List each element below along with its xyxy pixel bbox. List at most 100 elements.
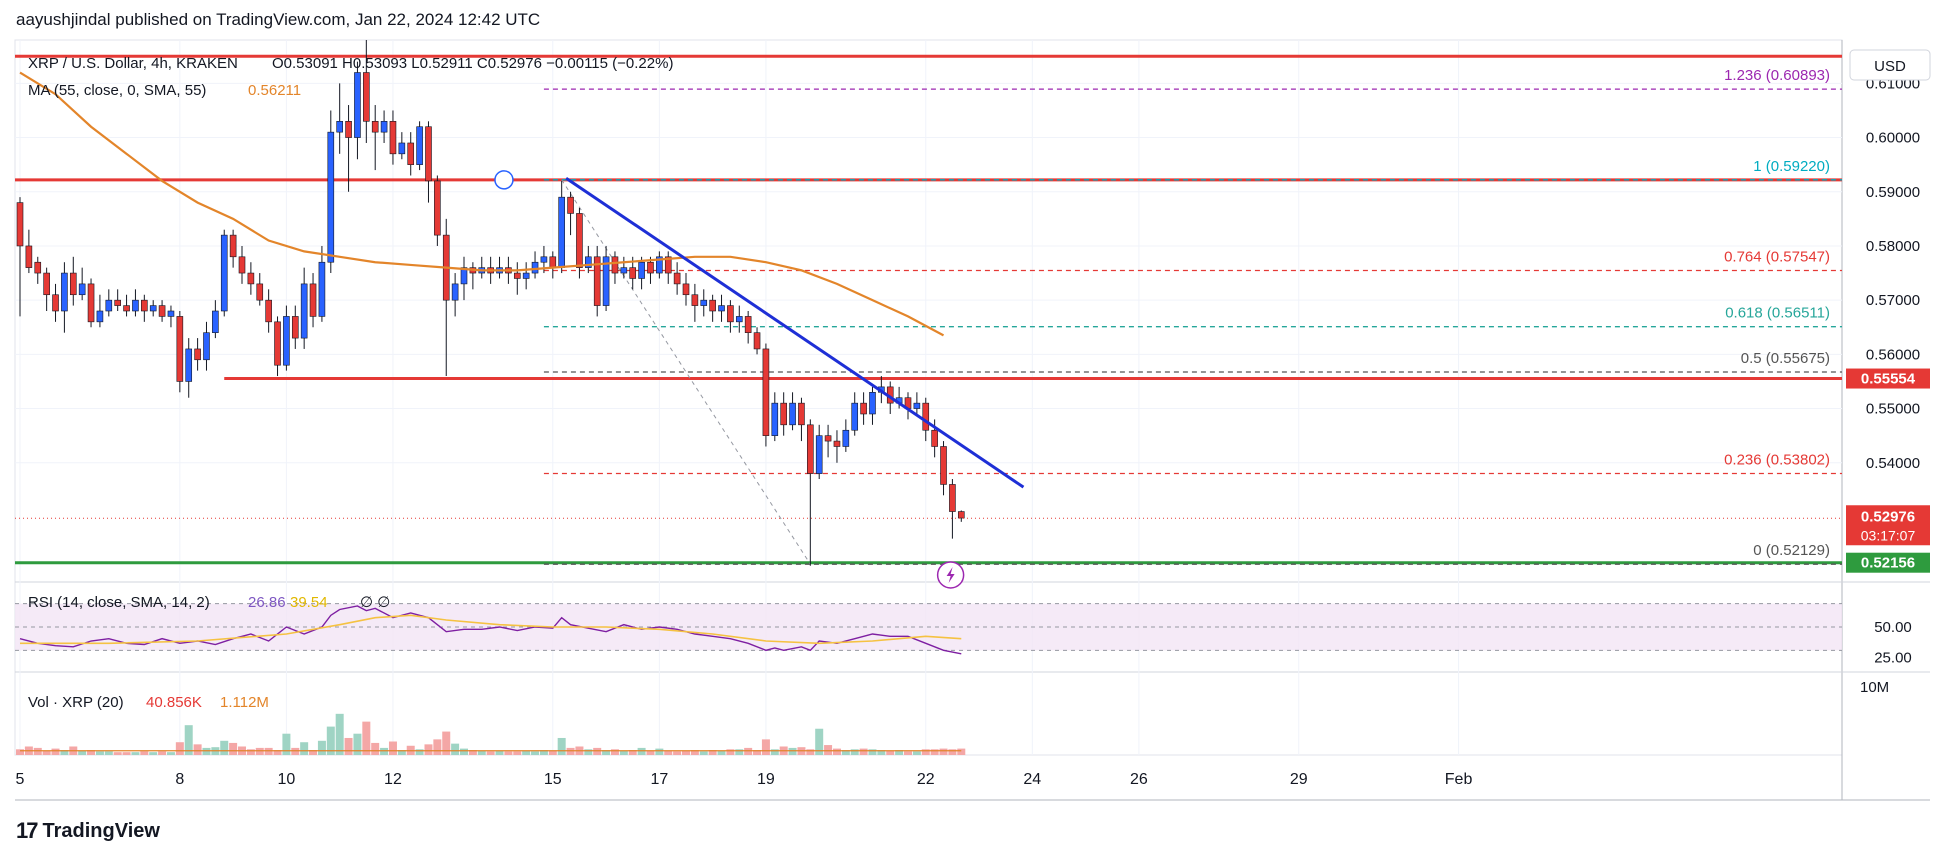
volume-bar: [122, 752, 131, 755]
candle: [620, 256, 628, 279]
rsi-ma-line: [20, 614, 962, 645]
candle: [815, 424, 823, 480]
time-tick-label: 29: [1290, 771, 1308, 788]
tv-brand-text: TradingView: [42, 819, 160, 842]
fib-label: 0 (0.52129): [1753, 542, 1830, 559]
volume-bar: [131, 752, 140, 755]
legend-ma-value: 0.56211: [248, 82, 301, 99]
volume-bar: [682, 750, 690, 755]
time-tick-label: 15: [544, 771, 562, 788]
candle-body: [425, 126, 432, 182]
volume-bar: [184, 725, 193, 755]
candle-body: [114, 299, 121, 306]
candle-body: [229, 234, 237, 258]
time-tick-label: 5: [16, 771, 25, 788]
candle-body: [327, 131, 335, 263]
volume-bar: [646, 750, 655, 755]
candle-body: [513, 272, 521, 279]
volume-bar: [353, 733, 362, 755]
candle: [176, 311, 184, 393]
candle: [851, 392, 859, 436]
volume-bar: [753, 750, 762, 755]
time-tick-label: 10: [278, 771, 296, 788]
volume-bar: [104, 751, 113, 755]
vol-label: Vol · XRP (20): [28, 694, 124, 711]
candle-body: [194, 348, 201, 361]
volume-bar: [637, 747, 646, 755]
candle-body: [940, 446, 947, 485]
rsi-label: RSI (14, close, SMA, 14, 2): [28, 594, 210, 611]
volume-bar: [424, 744, 433, 755]
candle: [43, 267, 50, 311]
candle: [940, 441, 947, 496]
candle-body: [380, 121, 388, 133]
legend-symbol: XRP / U.S. Dollar, 4h, KRAKEN: [28, 55, 238, 72]
candle-body: [522, 272, 530, 279]
candle-body: [176, 316, 184, 382]
candle-body: [700, 299, 708, 306]
candle-body: [238, 256, 246, 274]
fibonacci-levels: 1.236 (0.60893) 1 (0.59220) 0.764 (0.57547…: [494, 67, 1842, 565]
candle: [567, 191, 574, 236]
tradingview-logo[interactable]: 17 TradingView: [16, 818, 160, 844]
volume-bar: [815, 728, 824, 755]
candle: [593, 245, 601, 317]
candle-body: [87, 283, 95, 323]
candle: [185, 338, 193, 398]
candle: [345, 105, 352, 192]
candle-body: [860, 402, 867, 415]
candle: [673, 262, 681, 295]
volume-bar: [584, 749, 593, 755]
candle: [709, 294, 716, 322]
volume-bar: [522, 750, 531, 755]
volume-bar: [477, 750, 486, 755]
price-level-badge-bg: [1846, 552, 1930, 573]
candle: [123, 294, 130, 317]
candle: [744, 311, 752, 344]
candle: [682, 273, 690, 306]
volume-bar: [619, 750, 628, 755]
candle-body: [407, 142, 415, 165]
candle-body: [842, 429, 850, 447]
volume-bar: [317, 740, 326, 755]
candle-body: [549, 256, 557, 268]
vol-value: 40.856K: [146, 694, 202, 711]
candle: [380, 110, 388, 143]
axes: 0.610000.600000.590000.580000.570000.560…: [15, 75, 1930, 788]
candle-body: [593, 256, 601, 306]
candle-body: [611, 256, 619, 274]
bearish-trendline: [565, 176, 1025, 489]
ma55-line: [19, 71, 945, 337]
currency-badge[interactable]: USD: [1874, 58, 1906, 75]
volume-bar: [566, 747, 575, 755]
candle: [576, 208, 583, 279]
candle-body: [371, 121, 379, 133]
candle: [203, 321, 210, 371]
candle: [16, 197, 24, 317]
price-grid: [14, 39, 1930, 801]
fib-anchor-handle: [494, 170, 514, 190]
candle-body: [434, 180, 441, 236]
candle: [718, 294, 725, 322]
candle-body: [132, 299, 139, 312]
volume-bar: [886, 750, 895, 755]
candlesticks: [16, 40, 965, 566]
volume-bar: [904, 751, 912, 755]
volume-bar: [690, 750, 699, 755]
price-tick-label: 0.57000: [1866, 292, 1920, 309]
volume-bar: [51, 748, 60, 755]
candle: [318, 245, 326, 322]
candle: [132, 289, 139, 317]
candle-body: [398, 142, 406, 155]
candle-body: [149, 305, 157, 312]
candle-body: [913, 402, 921, 409]
fib-label: 1 (0.59220): [1753, 158, 1830, 175]
candle: [167, 305, 175, 328]
horizontal-levels: [15, 54, 1842, 565]
price-tick-label: 0.55000: [1866, 401, 1920, 418]
candle-body: [291, 316, 299, 339]
volume-bar: [78, 750, 87, 755]
candle: [158, 300, 166, 322]
